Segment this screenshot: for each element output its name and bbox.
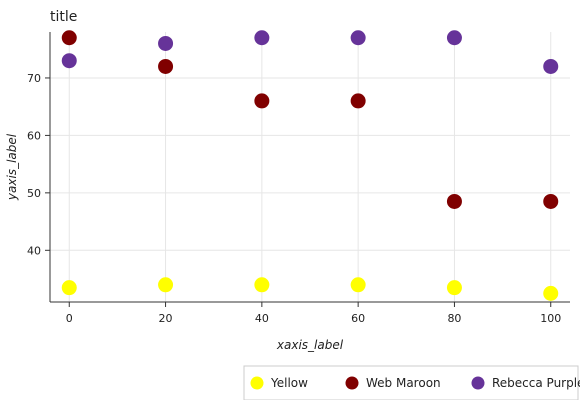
y-tick-label: 40 xyxy=(27,244,41,257)
y-tick-label: 70 xyxy=(27,72,41,85)
y-axis-label: yaxis_label xyxy=(5,133,19,201)
yellow-point xyxy=(543,285,559,301)
web-maroon-point xyxy=(543,193,559,209)
data-points xyxy=(61,30,559,301)
x-tick-label: 60 xyxy=(351,312,365,325)
rebecca-purple-point xyxy=(61,53,77,69)
rebecca-purple-point xyxy=(158,35,174,51)
legend-marker-rebecca-purple xyxy=(471,376,485,390)
legend-label-yellow: Yellow xyxy=(270,376,308,390)
yellow-point xyxy=(61,280,77,296)
rebecca-purple-point xyxy=(254,30,270,46)
x-tick-label: 100 xyxy=(540,312,561,325)
web-maroon-point xyxy=(446,193,462,209)
axes: 0 20 40 60 80 100 40 50 60 70 xyxy=(27,32,570,325)
grid xyxy=(50,32,570,302)
y-tick-label: 50 xyxy=(27,187,41,200)
yellow-point xyxy=(446,280,462,296)
x-tick-label: 40 xyxy=(255,312,269,325)
rebecca-purple-point xyxy=(543,58,559,74)
rebecca-purple-point xyxy=(350,30,366,46)
x-tick-label: 0 xyxy=(66,312,73,325)
web-maroon-point xyxy=(158,58,174,74)
legend-box xyxy=(243,365,579,400)
legend-marker-yellow xyxy=(250,376,264,390)
yellow-point xyxy=(254,277,270,293)
x-axis-label: xaxis_label xyxy=(276,338,344,352)
yellow-point xyxy=(350,277,366,293)
chart-title: title xyxy=(50,9,77,25)
web-maroon-point xyxy=(254,93,270,109)
y-tick-label: 60 xyxy=(27,129,41,142)
legend-label-web-maroon: Web Maroon xyxy=(366,376,441,390)
legend: Yellow Web Maroon Rebecca Purple xyxy=(243,365,580,400)
x-tick-label: 20 xyxy=(159,312,173,325)
web-maroon-point xyxy=(350,93,366,109)
legend-label-rebecca-purple: Rebecca Purple xyxy=(492,376,580,390)
rebecca-purple-point xyxy=(446,30,462,46)
legend-marker-web-maroon xyxy=(345,376,359,390)
x-tick-label: 80 xyxy=(447,312,461,325)
web-maroon-point xyxy=(61,30,77,46)
yellow-point xyxy=(158,277,174,293)
